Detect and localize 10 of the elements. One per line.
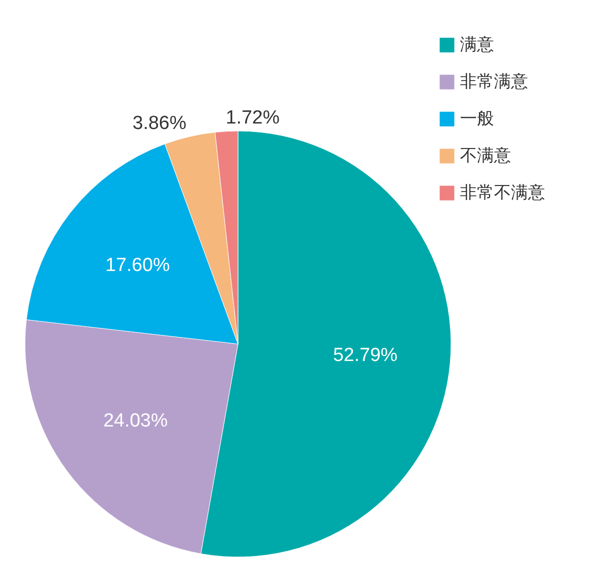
legend-label: 满意 [460,35,494,54]
legend-label: 不满意 [460,146,511,165]
legend-label: 一般 [460,109,494,128]
data-label: 1.72% [226,107,280,128]
data-label: 24.03% [103,410,168,432]
data-label: 3.86% [132,112,186,134]
data-label: 17.60% [105,254,170,276]
legend-label: 非常满意 [460,72,528,91]
legend-label: 非常不满意 [460,183,545,202]
data-label: 52.79% [333,345,398,366]
